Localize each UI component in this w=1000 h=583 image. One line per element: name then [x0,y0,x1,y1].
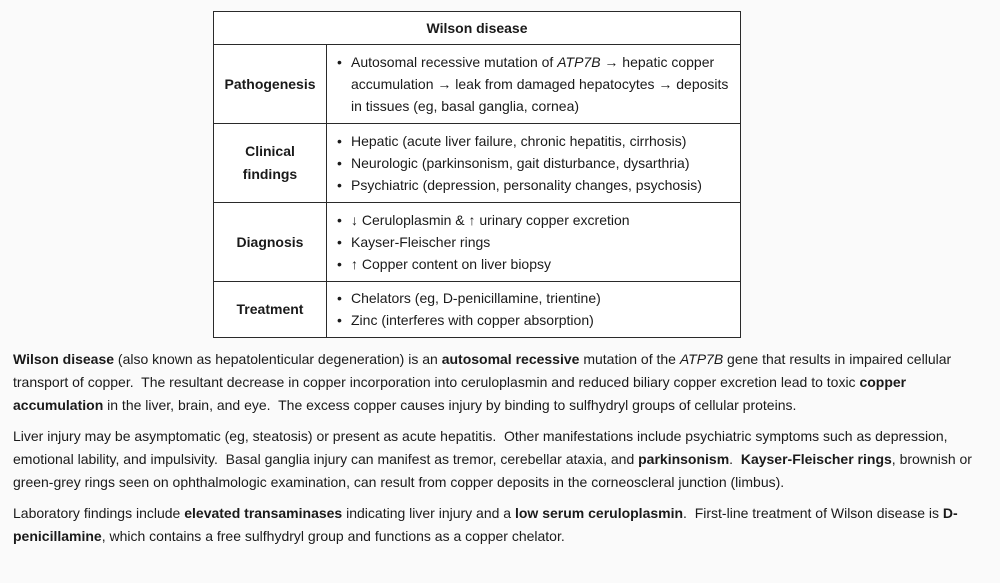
term-bold: copper accumulation [13,374,907,413]
text-run: , brownish or green-grey rings seen on o… [13,451,972,490]
term-bold: low serum ceruloplasmin [514,505,684,521]
term-bold: D-penicillamine [13,505,958,544]
table-header-row: Wilson disease [213,11,741,45]
list-item: ↓ Ceruloplasmin & ↑ urinary copper excre… [337,209,732,231]
text-run: . First-line treatment of Wilson disease… [683,505,943,521]
bullet-list: Hepatic (acute liver failure, chronic he… [337,130,732,196]
text-run: in the liver, brain, and eye. The excess… [103,397,797,413]
list-item: Hepatic (acute liver failure, chronic he… [337,130,732,152]
list-item: Psychiatric (depression, personality cha… [337,174,732,196]
wilson-disease-table: Wilson disease Pathogenesis Autosomal re… [213,11,741,338]
term-bold: autosomal recessive [441,351,580,367]
explanation-text: Wilson disease (also known as hepatolent… [13,348,973,556]
list-item-text: Autosomal recessive mutation of [351,53,558,70]
row-label-clinical-findings: Clinical findings [213,123,327,203]
term-bold: elevated transaminases [184,505,343,521]
term-bold: Wilson disease [13,351,115,367]
list-item: Autosomal recessive mutation of ATP7B → … [337,51,732,117]
table-row-treatment: Treatment Chelators (eg, D-penicillamine… [213,281,741,338]
bullet-list: ↓ Ceruloplasmin & ↑ urinary copper excre… [337,209,732,275]
text-run: , which contains a free sulfhydryl group… [101,528,565,544]
term-bold: Kayser-Fleischer rings [740,451,892,467]
row-content-clinical-findings: Hepatic (acute liver failure, chronic he… [326,123,741,203]
text-run: . [729,451,741,467]
row-label-treatment: Treatment [213,281,327,338]
table-title: Wilson disease [213,11,741,45]
table-row-clinical-findings: Clinical findings Hepatic (acute liver f… [213,123,741,203]
text-run: Laboratory findings include [13,505,185,521]
list-item-text: → hepatic copper accumulation → leak fro… [351,53,729,114]
paragraph-1: Wilson disease (also known as hepatolent… [13,348,973,417]
row-label-text: findings [242,166,298,182]
row-content-treatment: Chelators (eg, D-penicillamine, trientin… [326,281,741,338]
text-run: gene that results in impaired cellular t… [13,351,952,390]
list-item: Neurologic (parkinsonism, gait disturban… [337,152,732,174]
row-label-text: Clinical [245,143,295,159]
paragraph-3: Laboratory findings include elevated tra… [13,502,973,548]
bullet-list: Autosomal recessive mutation of ATP7B → … [337,51,732,117]
table-row-diagnosis: Diagnosis ↓ Ceruloplasmin & ↑ urinary co… [213,202,741,282]
bullet-list: Chelators (eg, D-penicillamine, trientin… [337,287,732,331]
row-label-text: Treatment [236,301,304,317]
text-run: mutation of the [579,351,680,367]
row-label-pathogenesis: Pathogenesis [213,44,327,124]
list-item: Kayser-Fleischer rings [337,231,732,253]
row-content-diagnosis: ↓ Ceruloplasmin & ↑ urinary copper excre… [326,202,741,282]
list-item: Chelators (eg, D-penicillamine, trientin… [337,287,732,309]
row-label-text: Diagnosis [236,233,304,250]
row-label-diagnosis: Diagnosis [213,202,327,282]
text-run: (also known as hepatolenticular degenera… [114,351,442,367]
gene-name: ATP7B [557,53,601,70]
row-content-pathogenesis: Autosomal recessive mutation of ATP7B → … [326,44,741,124]
text-run: Liver injury may be asymptomatic (eg, st… [13,428,948,467]
row-label-text: Pathogenesis [224,75,316,92]
list-item: ↑ Copper content on liver biopsy [337,253,732,275]
paragraph-2: Liver injury may be asymptomatic (eg, st… [13,425,973,494]
term-bold: parkinsonism [638,451,730,467]
gene-name: ATP7B [679,351,724,367]
text-run: indicating liver injury and a [342,505,515,521]
table-row-pathogenesis: Pathogenesis Autosomal recessive mutatio… [213,44,741,124]
list-item: Zinc (interferes with copper absorption) [337,309,732,331]
